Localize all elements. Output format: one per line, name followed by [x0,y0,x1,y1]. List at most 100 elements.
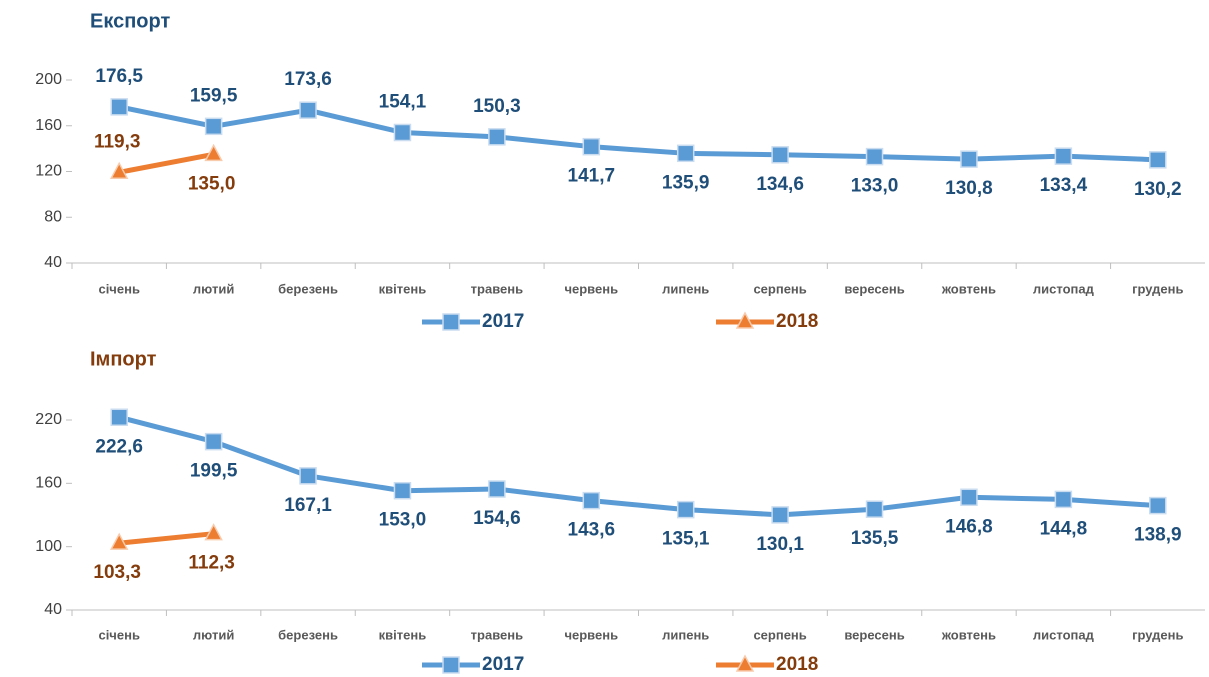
legend-label: 2017 [482,654,524,675]
data-point [110,408,128,427]
legend-marker [735,654,755,672]
data-label: 154,6 [473,508,521,529]
x-tick-label: січень [98,627,139,642]
x-tick-label: листопад [1033,281,1095,296]
data-point [204,143,223,162]
y-tick-label: 40 [44,254,62,271]
data-label: 119,3 [94,131,141,152]
data-label: 133,4 [1040,175,1088,196]
data-point [582,491,601,510]
data-point [204,523,223,541]
x-tick-label: вересень [844,281,904,296]
data-label: 138,9 [1134,525,1182,546]
data-label: 135,1 [662,529,710,550]
data-point [1149,151,1167,169]
x-tick-label: лютий [193,281,234,296]
x-tick-label: листопад [1033,627,1095,642]
data-label: 222,6 [95,436,143,457]
data-point [865,147,884,166]
x-tick-label: грудень [1132,627,1183,642]
data-label: 159,5 [190,85,238,106]
data-label: 130,8 [945,178,993,199]
data-point [865,500,884,518]
data-point [299,467,317,485]
data-label: 135,0 [188,173,236,194]
data-point [676,500,695,519]
x-tick-label: січень [98,281,139,296]
x-tick-label: грудень [1132,281,1183,296]
x-tick-label: червень [564,627,618,642]
series-line [118,531,214,546]
data-label: 103,3 [93,562,141,583]
legend-marker [735,311,755,329]
data-label: 130,1 [756,534,804,555]
series-line [118,104,1158,163]
x-tick-label: серпень [753,281,806,296]
series-line [118,414,1158,518]
x-tick-label: червень [564,281,618,296]
legend-label: 2018 [776,654,818,675]
x-tick-label: липень [662,281,709,296]
data-label: 134,6 [756,174,804,195]
data-point [1054,490,1073,509]
data-point [1149,496,1167,515]
legend-label: 2018 [776,311,818,332]
data-point [204,117,223,136]
y-tick-label: 160 [35,117,62,134]
y-tick-label: 200 [35,71,62,88]
data-point [582,137,601,156]
x-tick-label: жовтень [941,627,996,642]
data-point [110,98,128,116]
y-tick-label: 80 [44,208,62,225]
chart-title: Експорт [90,10,170,32]
series-line [118,151,215,175]
data-point [488,128,506,146]
chart-title: Імпорт [90,348,157,370]
x-tick-label: квітень [379,627,427,642]
data-point [488,480,506,498]
data-point [299,101,317,119]
data-label: 112,3 [188,553,235,574]
x-tick-label: серпень [753,627,806,642]
data-point [393,481,412,500]
legend-label: 2017 [482,311,524,332]
data-point [771,506,789,524]
data-label: 199,5 [190,461,238,482]
x-tick-label: березень [278,627,338,642]
legend-marker [442,313,460,331]
data-label: 130,2 [1134,179,1182,200]
x-tick-label: жовтень [941,281,996,296]
data-point [960,150,978,168]
data-label: 135,5 [851,528,899,549]
y-tick-label: 160 [35,475,62,492]
x-tick-label: вересень [844,627,904,642]
data-label: 143,6 [568,520,616,541]
data-label: 167,1 [284,495,332,516]
y-tick-label: 40 [44,601,62,618]
data-label: 141,7 [568,166,616,187]
data-label: 173,6 [284,69,332,90]
data-label: 176,5 [95,66,143,87]
legend-marker [442,656,460,674]
data-point [771,146,789,164]
x-tick-label: липень [662,627,709,642]
y-tick-label: 100 [35,538,62,555]
data-label: 154,1 [379,92,427,113]
data-point [1054,147,1073,165]
data-label: 146,8 [945,516,993,537]
data-point [393,123,412,142]
y-tick-label: 120 [35,163,62,180]
x-tick-label: травень [471,627,523,642]
data-point [109,532,129,550]
x-tick-label: квітень [379,281,427,296]
x-tick-label: березень [278,281,338,296]
data-label: 153,0 [379,510,427,531]
data-point [204,432,223,451]
data-point [676,144,695,163]
data-point [109,161,129,180]
x-tick-label: лютий [193,627,234,642]
data-point [960,488,978,507]
data-label: 133,0 [851,176,899,197]
data-label: 150,3 [473,96,521,117]
